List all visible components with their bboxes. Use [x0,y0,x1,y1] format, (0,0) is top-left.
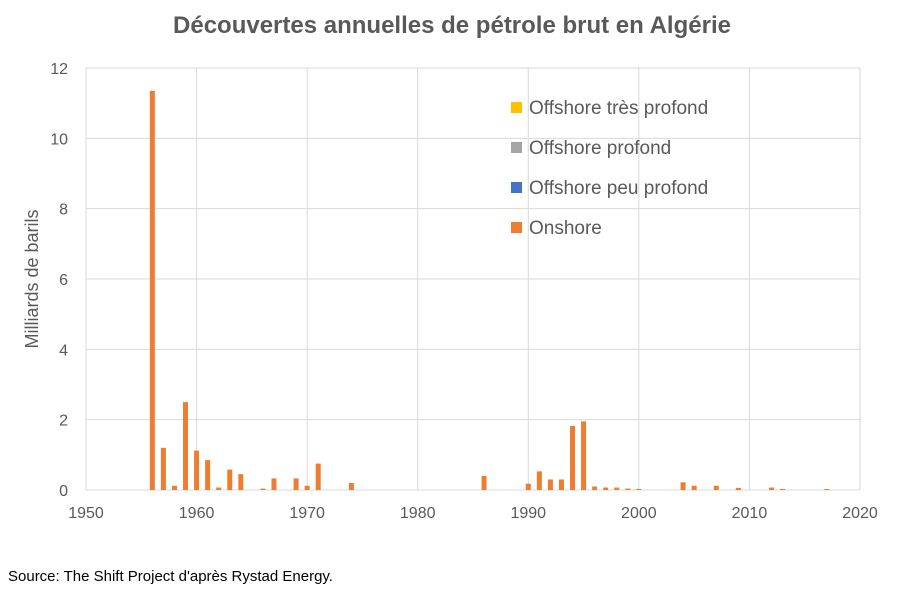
x-tick-label: 2020 [842,505,878,522]
bar [481,475,487,490]
bar [171,485,177,490]
bar [260,488,266,490]
y-tick-label: 12 [50,61,68,78]
x-tick-label: 1990 [510,505,546,522]
bar [636,488,642,490]
bar [205,460,211,490]
bar [558,479,564,490]
legend-swatch [511,102,522,113]
x-tick-label: 1950 [68,505,104,522]
bar [536,471,542,490]
source-note: Source: The Shift Project d'après Rystad… [8,568,333,585]
bar [194,450,200,490]
y-tick-label: 4 [59,342,68,359]
bar [304,485,310,490]
bar [271,478,277,490]
bar [547,479,553,490]
bar [713,485,719,490]
y-tick-label: 6 [59,272,68,289]
x-tick-label: 2000 [621,505,657,522]
y-axis-label: Milliards de barils [22,209,42,348]
bar [149,90,155,490]
bar [315,463,321,490]
legend-label: Offshore profond [529,138,671,159]
y-tick-label: 8 [59,202,68,219]
bar-chart: Découvertes annuelles de pétrole brut en… [22,12,878,522]
x-tick-label: 2010 [732,505,768,522]
chart-title: Découvertes annuelles de pétrole brut en… [173,12,731,39]
bar [680,482,686,490]
legend-swatch [511,142,522,153]
bar [581,421,587,490]
bar [614,487,620,490]
bar [293,478,299,490]
bar [769,487,775,490]
bar [603,487,609,490]
bar [592,486,598,490]
legend-label: Offshore peu profond [529,178,708,199]
x-tick-label: 1970 [289,505,325,522]
bar [183,402,189,490]
bar [691,485,697,490]
bar [216,487,222,490]
bar [238,474,244,490]
x-tick-label: 1980 [400,505,436,522]
bar [348,482,354,490]
y-tick-label: 10 [50,131,68,148]
bar [735,487,741,490]
bar [160,447,166,490]
legend-label: Offshore très profond [529,98,708,119]
legend-swatch [511,222,522,233]
x-tick-label: 1960 [179,505,215,522]
legend-label: Onshore [529,218,602,239]
bar [570,425,576,490]
bar [227,469,233,490]
bar [625,488,631,490]
bar [824,488,830,490]
legend-swatch [511,182,522,193]
y-tick-label: 2 [59,413,68,430]
y-tick-label: 0 [59,483,68,500]
bar [780,488,786,490]
bar [525,483,531,490]
